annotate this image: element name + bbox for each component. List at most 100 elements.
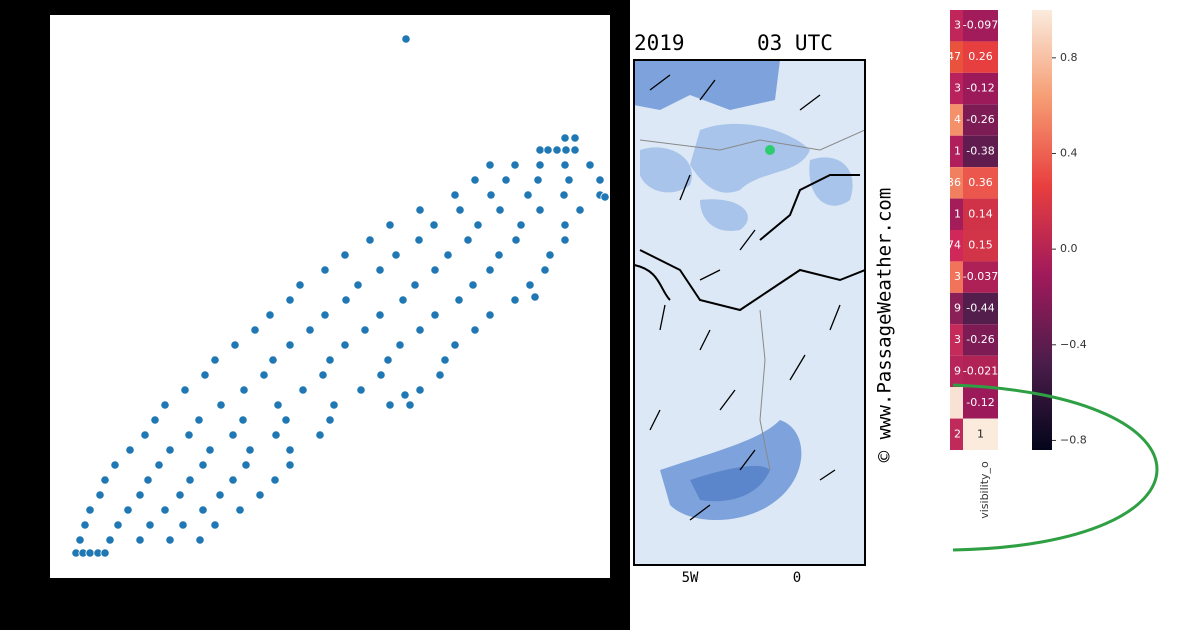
colorbar-tick-label: −0.4: [1060, 338, 1087, 351]
coastline: [634, 174, 860, 301]
point: [255, 490, 265, 500]
heat-cell: [950, 261, 963, 293]
annotation-curve: [952, 383, 1159, 552]
heat-cell: [963, 355, 998, 388]
colorbar-tick-label: 0.0: [1060, 242, 1078, 255]
point: [320, 310, 330, 320]
point: [535, 145, 545, 155]
heat-cell: [963, 418, 998, 450]
heat-cell: [963, 261, 998, 293]
point: [585, 160, 595, 170]
point: [455, 205, 465, 215]
point: [523, 190, 533, 200]
point: [511, 235, 521, 245]
point: [391, 250, 401, 260]
point: [194, 415, 204, 425]
point: [559, 190, 569, 200]
point: [495, 205, 505, 215]
scatter-plot: [71, 34, 610, 558]
point: [80, 520, 90, 530]
point: [160, 400, 170, 410]
cell-label: 3: [954, 333, 961, 346]
point: [298, 385, 308, 395]
heat-cell: [963, 10, 998, 42]
heat-cell: [950, 355, 963, 388]
point: [473, 220, 483, 230]
point: [184, 430, 194, 440]
point: [401, 34, 411, 44]
cell-label: 1: [977, 427, 984, 440]
heat-cell: [963, 198, 998, 230]
point: [400, 390, 410, 400]
heat-cell: [950, 324, 963, 356]
point: [140, 430, 150, 440]
cell-label: -0.12: [966, 82, 994, 95]
cell-label: 3: [954, 82, 961, 95]
point: [595, 175, 605, 185]
point: [270, 475, 280, 485]
point: [570, 145, 580, 155]
point: [530, 292, 540, 302]
colorbar-ticks: 0.8 0.4 0.0 −0.4 −0.8: [1052, 51, 1087, 446]
heat-cell: [950, 418, 963, 450]
point: [429, 220, 439, 230]
wind-zone: [690, 123, 810, 193]
point: [543, 145, 553, 155]
cell-label: 3: [954, 270, 961, 283]
point: [501, 175, 511, 185]
wind-zone: [809, 157, 853, 206]
point: [123, 505, 133, 515]
cell-label: 0.15: [968, 239, 993, 252]
point: [265, 310, 275, 320]
point: [325, 415, 335, 425]
point: [259, 370, 269, 380]
point: [341, 295, 351, 305]
point: [395, 340, 405, 350]
point: [110, 460, 120, 470]
point: [454, 295, 464, 305]
heatmap-left-column: 3 47 3 4 1 36 1 74 3 9 3 9 2: [950, 10, 963, 450]
weather-map: 2019 03 UTC 5W 0 © www.PassageWeather.co…: [633, 31, 896, 586]
heat-cell: [950, 198, 963, 230]
cell-label: -0.097: [963, 19, 998, 32]
cell-label: -0.26: [966, 113, 994, 126]
colorbar-tick-label: −0.8: [1060, 433, 1087, 446]
point: [486, 190, 496, 200]
point: [305, 325, 315, 335]
point: [154, 460, 164, 470]
point: [315, 430, 325, 440]
point: [535, 205, 545, 215]
point: [273, 400, 283, 410]
point: [385, 400, 395, 410]
cell-label: -0.12: [966, 396, 994, 409]
point: [200, 370, 210, 380]
point: [250, 325, 260, 335]
heat-cell: [963, 104, 998, 136]
point: [271, 430, 281, 440]
cell-label: -0.26: [966, 333, 994, 346]
point: [210, 355, 220, 365]
map-x-label: 0: [793, 570, 801, 586]
point: [318, 370, 328, 380]
point: [113, 520, 123, 530]
point: [356, 385, 366, 395]
heat-cell: [963, 387, 998, 419]
cell-label: 2: [954, 427, 961, 440]
point: [485, 310, 495, 320]
point: [575, 205, 585, 215]
heat-cell: [963, 72, 998, 105]
point: [376, 370, 386, 380]
point: [340, 250, 350, 260]
point: [516, 220, 526, 230]
point: [165, 445, 175, 455]
point: [198, 505, 208, 515]
point: [150, 415, 160, 425]
point: [410, 280, 420, 290]
heat-cell: [950, 292, 963, 325]
point: [215, 490, 225, 500]
point: [415, 205, 425, 215]
point: [281, 415, 291, 425]
point: [285, 295, 295, 305]
point: [494, 250, 504, 260]
colorbar: [1032, 10, 1052, 450]
